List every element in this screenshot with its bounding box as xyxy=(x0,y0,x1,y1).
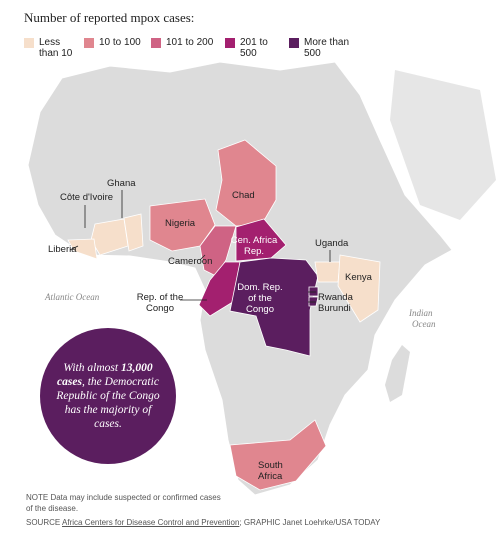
legend-swatch xyxy=(24,38,34,48)
legend-swatch xyxy=(289,38,299,48)
country xyxy=(337,254,381,323)
legend-item: 10 to 100 xyxy=(84,37,144,48)
country-label: Cen. Africa Rep. xyxy=(231,235,278,257)
country-label: Burundi xyxy=(318,303,351,314)
leader-lines xyxy=(69,190,331,303)
country-label: Liberia xyxy=(48,244,77,255)
country-label: Rep. of the Congo xyxy=(137,292,183,314)
country xyxy=(308,286,319,297)
country-label: South Africa xyxy=(258,460,283,482)
ocean-label: Indian Ocean xyxy=(408,308,436,329)
legend-item: 101 to 200 xyxy=(151,37,219,48)
country xyxy=(199,225,237,277)
legend-swatch xyxy=(225,38,235,48)
country-label: Côte d'Ivoire xyxy=(60,192,113,203)
ocean-label: Atlantic Ocean xyxy=(44,292,100,302)
country xyxy=(90,218,129,256)
country-label: Chad xyxy=(232,190,255,201)
country-label: Rwanda xyxy=(318,292,354,303)
country-label: Nigeria xyxy=(165,218,196,229)
legend-label: 101 to 200 xyxy=(166,37,214,48)
country-label: Cameroon xyxy=(168,256,212,267)
country-label: Ghana xyxy=(107,178,136,189)
callout-bold: 13,000 cases xyxy=(57,362,153,388)
country xyxy=(308,296,319,307)
country-label: Dom. Rep. of the Congo xyxy=(237,282,282,315)
country xyxy=(67,238,98,260)
source: SOURCE Africa Centers for Disease Contro… xyxy=(26,518,380,527)
legend-label: 10 to 100 xyxy=(99,37,141,48)
country xyxy=(123,213,144,252)
source-link[interactable]: Africa Centers for Disease Control and P… xyxy=(62,518,240,527)
legend-item: Less than 10 xyxy=(24,37,76,59)
callout-text: With almost xyxy=(63,362,119,374)
legend-item: More than 500 xyxy=(289,37,359,59)
legend-swatch xyxy=(151,38,161,48)
legend-swatch xyxy=(84,38,94,48)
note: NOTE Data may include suspected or confi… xyxy=(26,493,221,513)
source-prefix: SOURCE xyxy=(26,518,61,527)
title: Number of reported mpox cases: xyxy=(24,10,195,25)
legend-label: More than 500 xyxy=(304,37,350,59)
country xyxy=(229,257,319,357)
country xyxy=(235,218,287,262)
country-label: Kenya xyxy=(345,272,373,283)
country xyxy=(314,261,341,283)
country-label: Uganda xyxy=(315,238,349,249)
arabia xyxy=(390,70,496,220)
legend-label: 201 to 500 xyxy=(240,37,268,59)
source-rest: ; GRAPHIC Janet Loehrke/USA TODAY xyxy=(239,518,381,527)
legend-label: Less than 10 xyxy=(39,37,73,59)
legend-item: 201 to 500 xyxy=(225,37,285,59)
country xyxy=(229,419,327,491)
callout-text: , the Democratic Republic of the Congo h… xyxy=(56,376,160,430)
madagascar xyxy=(385,345,410,402)
callout: With almost 13,000 cases, the Democratic… xyxy=(40,328,176,464)
